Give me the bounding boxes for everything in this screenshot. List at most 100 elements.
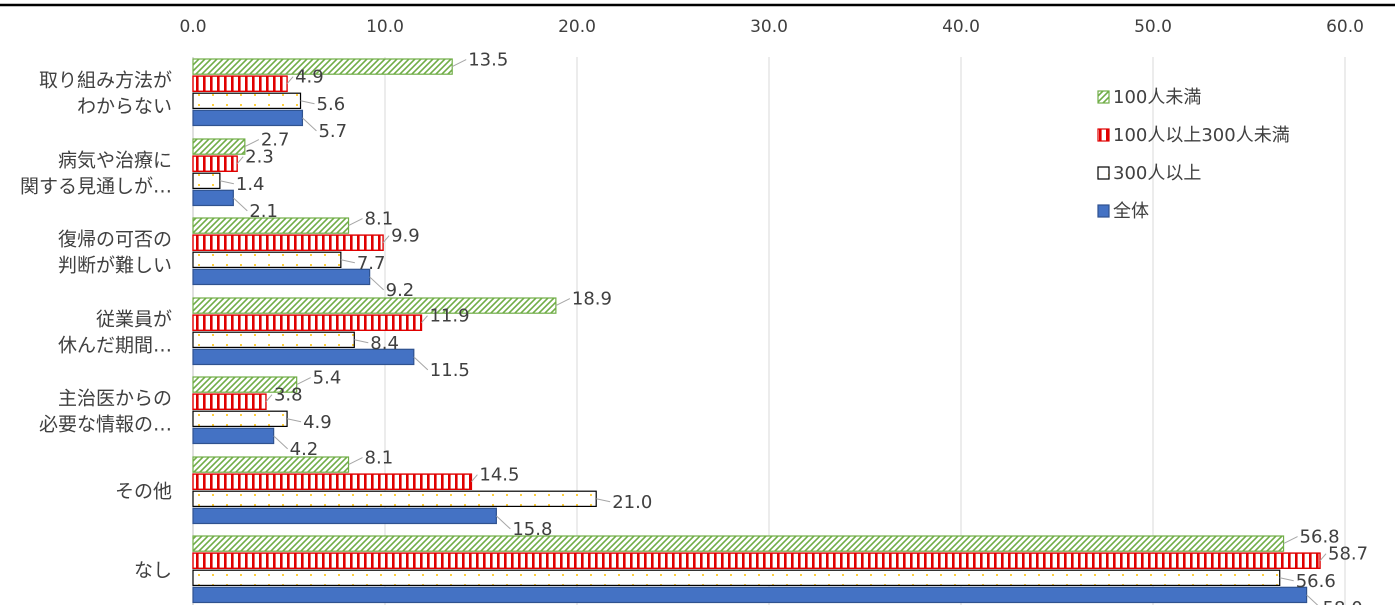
data-label: 1.4 — [236, 174, 265, 195]
data-label: 56.6 — [1296, 571, 1336, 592]
data-label: 5.6 — [317, 94, 346, 115]
x-tick-label: 60.0 — [1326, 17, 1364, 37]
data-labels: 13.5 2.7 8.1 18.9 5.4 8.1 56.8 4.9 2.3 9.9 11.9 3.8… — [219, 50, 1368, 605]
bar — [192, 427, 275, 445]
bar — [192, 314, 423, 332]
bar — [192, 92, 302, 109]
leader-line — [596, 498, 611, 503]
data-label: 3.8 — [274, 385, 303, 406]
bar — [192, 155, 238, 173]
bar — [192, 507, 497, 525]
leader-line — [265, 394, 273, 403]
leader-line — [1279, 577, 1294, 582]
legend-swatch — [1097, 90, 1110, 104]
data-label: 13.5 — [468, 50, 508, 71]
category-label: なし — [134, 559, 172, 581]
leader-line — [1283, 536, 1298, 545]
data-label: 15.8 — [512, 519, 552, 540]
leader-line — [555, 298, 571, 307]
leader-line — [340, 259, 355, 264]
data-label: 5.4 — [313, 368, 342, 389]
category-label: わからない — [77, 95, 172, 117]
bar — [192, 331, 355, 349]
bar — [192, 410, 288, 428]
leader-line — [382, 235, 390, 244]
bar — [192, 268, 371, 286]
bar — [192, 535, 1285, 552]
leader-line — [300, 100, 315, 105]
bars — [192, 58, 1321, 604]
legend-label: 300人以上 — [1113, 163, 1201, 184]
category-label: 従業員が — [96, 308, 172, 330]
x-tick-label: 50.0 — [1134, 17, 1172, 37]
bar — [192, 393, 267, 411]
x-tick-label: 10.0 — [366, 17, 404, 37]
data-label: 2.3 — [245, 147, 274, 168]
data-label: 11.5 — [430, 360, 470, 381]
data-label: 8.1 — [365, 448, 394, 469]
leader-line — [244, 139, 260, 148]
legend-label: 100人以上300人未満 — [1113, 125, 1290, 146]
bar — [192, 172, 221, 189]
legend-swatch — [1097, 166, 1110, 180]
leader-line — [348, 457, 363, 466]
legend-label: 100人未満 — [1113, 87, 1201, 108]
leader-line — [236, 156, 244, 165]
leader-line — [286, 418, 302, 423]
bar — [192, 569, 1281, 587]
data-label: 18.9 — [572, 289, 612, 310]
leader-line — [354, 339, 369, 344]
category-label: 関する見通しが… — [20, 175, 172, 197]
data-label: 58.0 — [1323, 598, 1363, 605]
data-label: 11.9 — [429, 306, 469, 327]
bar — [192, 456, 350, 473]
data-label: 56.8 — [1300, 527, 1340, 548]
category-label: 必要な情報の… — [39, 413, 172, 435]
leader-line — [296, 377, 311, 386]
leader-line — [219, 180, 234, 185]
data-label: 21.0 — [612, 492, 652, 513]
leader-line — [302, 117, 317, 132]
x-tick-label: 30.0 — [750, 17, 788, 37]
data-label: 9.2 — [386, 280, 415, 301]
category-label: その他 — [115, 480, 172, 502]
bar — [192, 586, 1308, 604]
leader-line — [286, 76, 294, 85]
bar — [192, 109, 304, 127]
category-label: 取り組み方法が — [39, 69, 172, 91]
legend-swatch — [1097, 204, 1110, 218]
leader-line — [348, 218, 363, 227]
x-axis: 0.0 10.0 20.0 30.0 40.0 50.0 60.0 — [179, 17, 1363, 37]
bar — [192, 138, 246, 155]
data-label: 2.7 — [261, 130, 290, 151]
data-label: 4.9 — [295, 67, 324, 88]
bar — [192, 473, 473, 491]
bar — [192, 189, 234, 207]
leader-line — [471, 474, 478, 483]
bar — [192, 552, 1321, 569]
data-label: 4.2 — [290, 439, 319, 460]
leader-line — [496, 515, 511, 530]
leader-line — [451, 59, 467, 68]
data-label: 4.9 — [303, 412, 332, 433]
category-label: 復帰の可否の — [58, 228, 172, 250]
data-label: 8.1 — [365, 209, 394, 230]
x-tick-label: 0.0 — [179, 17, 206, 37]
bar — [192, 490, 597, 508]
bar — [192, 251, 342, 268]
data-label: 5.7 — [318, 121, 347, 142]
data-label: 14.5 — [479, 465, 519, 486]
data-label: 8.4 — [370, 333, 399, 354]
data-label: 9.9 — [391, 226, 420, 247]
data-label: 58.7 — [1328, 544, 1368, 565]
x-tick-label: 20.0 — [558, 17, 596, 37]
bar — [192, 297, 557, 314]
category-label: 主治医からの — [58, 387, 172, 409]
leader-line — [273, 435, 288, 450]
category-label: 休んだ期間… — [58, 334, 172, 356]
leader-line — [232, 197, 248, 212]
category-label: 病気や治療に — [58, 149, 172, 171]
